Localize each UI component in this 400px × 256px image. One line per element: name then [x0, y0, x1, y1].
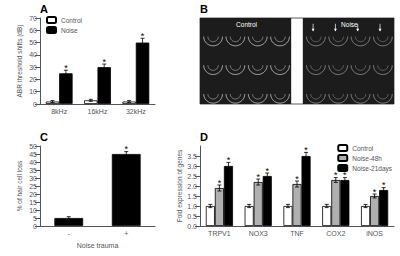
svg-text:*: *: [304, 145, 308, 155]
svg-text:Noise: Noise: [341, 21, 358, 28]
svg-text:35: 35: [29, 167, 37, 174]
svg-text:3.0: 3.0: [187, 163, 197, 170]
svg-text:3.5: 3.5: [187, 153, 197, 160]
svg-text:*: *: [124, 144, 128, 154]
svg-text:TRPV1: TRPV1: [208, 230, 231, 237]
svg-text:50: 50: [29, 39, 37, 46]
svg-text:Noise-21days: Noise-21days: [352, 165, 392, 173]
svg-text:*: *: [373, 187, 377, 197]
svg-text:Control: Control: [236, 21, 258, 28]
svg-text:Noise-48h: Noise-48h: [352, 155, 382, 162]
svg-text:32kHz: 32kHz: [126, 108, 146, 115]
svg-text:5: 5: [33, 215, 37, 222]
svg-text:10: 10: [29, 207, 37, 214]
svg-text:*: *: [265, 166, 269, 176]
svg-text:A: A: [40, 3, 48, 15]
svg-text:*: *: [256, 172, 260, 182]
svg-text:0: 0: [33, 101, 37, 108]
svg-text:+: +: [124, 230, 128, 237]
svg-text:16kHz: 16kHz: [88, 108, 108, 115]
svg-text:% of hair cell loss: % of hair cell loss: [16, 160, 23, 211]
svg-text:0: 0: [33, 223, 37, 230]
svg-text:1.5: 1.5: [187, 193, 197, 200]
svg-text:0.5: 0.5: [187, 213, 197, 220]
svg-text:*: *: [334, 170, 338, 180]
svg-text:Fold expression of genes: Fold expression of genes: [176, 149, 184, 222]
svg-text:*: *: [218, 178, 222, 188]
svg-text:ABR threshold shifts (dB): ABR threshold shifts (dB): [16, 25, 24, 98]
svg-text:40: 40: [29, 159, 37, 166]
svg-text:*: *: [64, 63, 68, 73]
svg-text:30: 30: [29, 175, 37, 182]
svg-text:15: 15: [29, 199, 37, 206]
svg-text:B: B: [200, 3, 208, 15]
svg-text:Noise trauma: Noise trauma: [77, 242, 119, 249]
svg-text:TNF: TNF: [290, 230, 304, 237]
svg-text:Noise: Noise: [61, 27, 78, 34]
svg-text:10: 10: [29, 88, 37, 95]
svg-text:D: D: [200, 131, 208, 143]
svg-text:45: 45: [29, 151, 37, 158]
svg-text:-: -: [68, 230, 71, 237]
svg-text:20: 20: [29, 191, 37, 198]
svg-text:*: *: [295, 174, 299, 184]
svg-text:Control: Control: [61, 17, 83, 24]
svg-text:2.5: 2.5: [187, 173, 197, 180]
svg-text:8kHz: 8kHz: [51, 108, 67, 115]
svg-text:*: *: [343, 170, 347, 180]
svg-text:20: 20: [29, 76, 37, 83]
svg-text:C: C: [40, 131, 48, 143]
svg-text:50: 50: [29, 143, 37, 150]
svg-text:70: 70: [29, 15, 37, 22]
svg-text:25: 25: [29, 183, 37, 190]
svg-text:*: *: [102, 57, 106, 67]
svg-text:Control: Control: [352, 145, 374, 152]
svg-text:iNOS: iNOS: [366, 230, 383, 237]
svg-text:40: 40: [29, 51, 37, 58]
svg-text:NOX3: NOX3: [249, 230, 268, 237]
svg-text:1.0: 1.0: [187, 203, 197, 210]
svg-text:*: *: [382, 180, 386, 190]
svg-text:0.0: 0.0: [187, 223, 197, 230]
svg-text:*: *: [227, 155, 231, 165]
svg-text:60: 60: [29, 27, 37, 34]
svg-text:*: *: [141, 31, 145, 41]
svg-text:COX2: COX2: [326, 230, 345, 237]
svg-text:2.0: 2.0: [187, 183, 197, 190]
svg-text:30: 30: [29, 64, 37, 71]
